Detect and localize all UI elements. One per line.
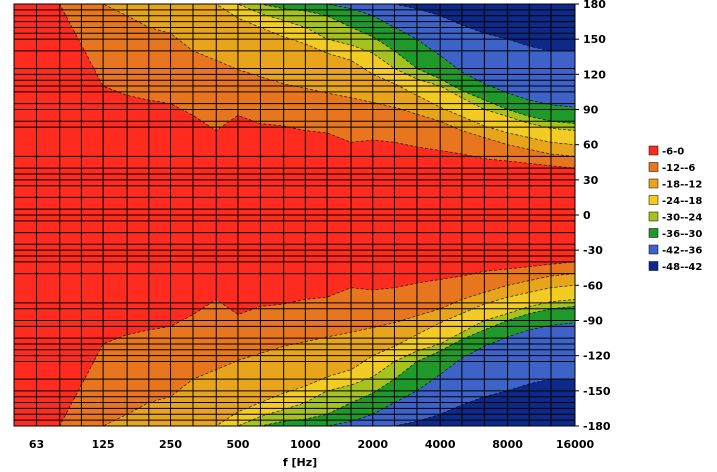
legend-label: -36--30 [662, 229, 702, 240]
legend-swatch [648, 162, 659, 172]
y-tick-label: -150 [583, 385, 611, 398]
y-tick-label: 60 [583, 139, 599, 152]
y-tick-label: -120 [583, 350, 611, 363]
x-tick-label: 16000 [556, 438, 595, 451]
x-tick-label: 125 [92, 438, 115, 451]
legend-swatch [648, 195, 659, 205]
y-tick-label: 180 [583, 0, 606, 11]
legend-label: -48--42 [662, 262, 702, 273]
legend-swatch [648, 211, 659, 222]
y-tick-label: 90 [583, 104, 599, 117]
y-axis-ticks: 180 150 120 90 60 30 0 -30 -60 -90 -120 -150 -180 [575, 0, 611, 433]
x-tick-label: 8000 [492, 438, 523, 451]
y-tick-label: -90 [583, 315, 603, 328]
legend-label: -24--18 [662, 196, 702, 207]
legend-swatch [648, 145, 659, 156]
x-tick-label: 500 [226, 438, 249, 451]
legend-label: -18--12 [662, 180, 702, 191]
legend-swatch [648, 178, 659, 189]
y-tick-label: -30 [583, 244, 603, 257]
grid-layer [13, 3, 576, 427]
legend-label: -42--36 [662, 246, 702, 257]
y-tick-label: 120 [583, 68, 606, 81]
x-tick-label: 2000 [357, 438, 388, 451]
x-tick-label: 4000 [425, 438, 456, 451]
legend-swatch [648, 244, 659, 255]
x-tick-label: 250 [159, 438, 182, 451]
x-axis-ticks: 63 125 250 500 1000 2000 4000 8000 16000 [29, 438, 595, 451]
legend-label: -12--6 [662, 163, 695, 174]
legend-swatch [648, 261, 659, 271]
x-tick-label: 63 [29, 438, 44, 451]
legend: -6-0 -12--6 -18--12 -24--18 -30--24 -36--30 -4… [648, 145, 702, 273]
legend-label: -6-0 [662, 147, 684, 158]
y-tick-label: 0 [583, 209, 591, 222]
y-tick-label: 150 [583, 33, 606, 46]
x-axis-label: f [Hz] [283, 456, 317, 469]
x-tick-label: 1000 [290, 438, 321, 451]
legend-label: -30--24 [662, 213, 702, 224]
y-tick-label: -60 [583, 279, 603, 292]
y-tick-label: -180 [583, 420, 611, 433]
legend-swatch [648, 228, 659, 238]
y-tick-label: 30 [583, 174, 599, 187]
